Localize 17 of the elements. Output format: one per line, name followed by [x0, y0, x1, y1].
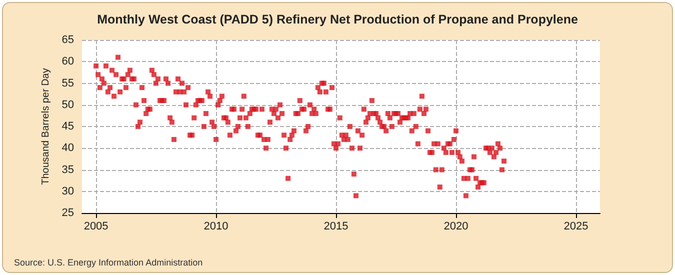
y-tick-label: 50: [62, 98, 74, 111]
y-tick-label: 60: [62, 56, 74, 68]
source-note: Source: U.S. Energy Information Administration: [14, 258, 203, 268]
x-tick-label: 2010: [204, 220, 228, 232]
x-tick-label: 2025: [564, 220, 588, 232]
y-tick-label: 65: [62, 34, 74, 46]
y-tick-label: 30: [62, 185, 74, 198]
x-tick-label: 2005: [84, 220, 108, 232]
y-axis-title: Thousand Barrels per Day: [40, 68, 52, 185]
y-tick-label: 45: [62, 120, 74, 132]
y-tick-label: 25: [62, 207, 74, 219]
x-tick-label: 2015: [324, 220, 348, 232]
x-tick-label: 2020: [444, 220, 468, 232]
y-tick-label: 35: [62, 164, 74, 176]
y-tick-label: 40: [62, 142, 74, 154]
chart-title: Monthly West Coast (PADD 5) Refinery Net Production of Propane and Propylene: [97, 12, 578, 26]
y-tick-label: 55: [62, 77, 74, 90]
